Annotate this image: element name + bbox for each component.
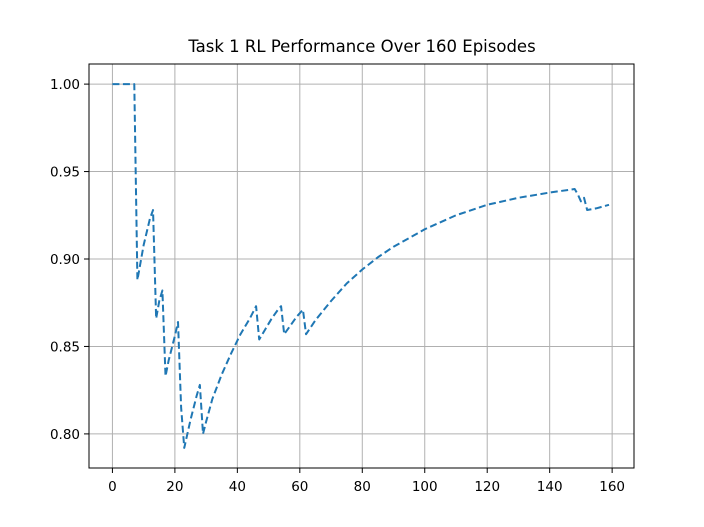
x-tick-label: 160: [599, 479, 625, 495]
x-tick-label: 40: [229, 479, 246, 495]
x-tick-label: 120: [474, 479, 500, 495]
plot-area-frame: [88, 63, 635, 469]
x-axis-ticks: 0 20 40 60 80 100 120 140 160: [108, 468, 625, 495]
x-tick-label: 0: [108, 479, 117, 495]
series-layer: [112, 83, 610, 449]
y-axis-ticks: 0.80 0.85 0.90 0.95 1.00: [50, 77, 89, 443]
x-tick-label: 20: [166, 479, 183, 495]
y-tick-label: 0.85: [50, 339, 80, 355]
y-tick-label: 0.80: [50, 427, 80, 443]
series-line-0: [112, 83, 610, 449]
y-tick-label: 0.90: [50, 252, 80, 268]
grid: [89, 64, 634, 468]
x-tick-label: 100: [412, 479, 438, 495]
y-tick-label: 1.00: [50, 77, 80, 93]
y-tick-label: 0.95: [50, 165, 80, 181]
chart-title: Task 1 RL Performance Over 160 Episodes: [187, 37, 535, 56]
x-tick-label: 80: [354, 479, 371, 495]
x-tick-label: 60: [291, 479, 308, 495]
x-tick-label: 140: [537, 479, 563, 495]
